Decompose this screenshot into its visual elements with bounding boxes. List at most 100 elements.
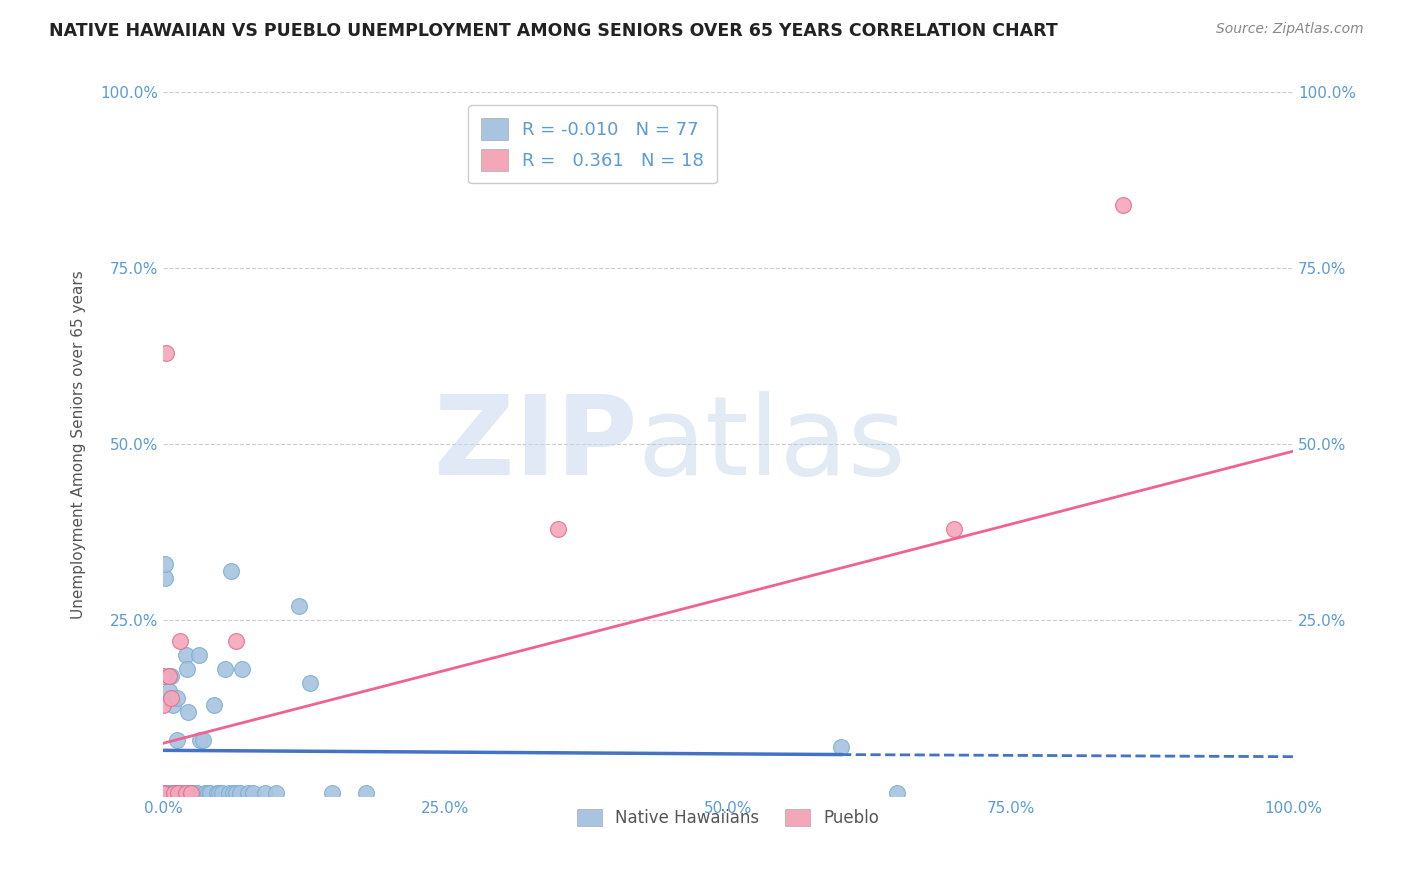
Point (886, 786, 908, 800)
Point (181, 786, 204, 800)
Point (225, 634, 247, 648)
Point (152, 786, 174, 800)
Point (167, 786, 190, 800)
Point (298, 676, 321, 690)
Point (179, 786, 201, 800)
Point (200, 786, 222, 800)
Point (547, 522, 569, 536)
Point (160, 690, 183, 705)
Point (152, 786, 174, 800)
Point (166, 786, 188, 800)
Point (166, 786, 188, 800)
Point (163, 786, 186, 800)
Point (174, 786, 197, 800)
Point (214, 662, 236, 676)
Text: ZIP: ZIP (434, 391, 637, 498)
Point (321, 786, 343, 800)
Point (152, 786, 174, 800)
Point (356, 786, 378, 800)
Point (152, 786, 174, 800)
Point (152, 786, 174, 800)
Point (236, 786, 259, 800)
Point (264, 786, 287, 800)
Point (152, 786, 174, 800)
Point (208, 786, 231, 800)
Point (194, 786, 217, 800)
Point (225, 786, 247, 800)
Text: atlas: atlas (637, 391, 905, 498)
Point (183, 786, 205, 800)
Point (160, 669, 183, 683)
Point (159, 786, 181, 800)
Point (152, 669, 174, 683)
Point (172, 786, 194, 800)
Point (152, 786, 174, 800)
Point (172, 786, 194, 800)
Point (169, 786, 191, 800)
Point (176, 662, 198, 676)
Point (207, 786, 229, 800)
Point (157, 669, 180, 683)
Point (152, 786, 174, 800)
Point (197, 786, 219, 800)
Point (173, 786, 195, 800)
Point (160, 786, 183, 800)
Point (152, 786, 174, 800)
Point (163, 786, 186, 800)
Point (152, 786, 174, 800)
Text: Source: ZipAtlas.com: Source: ZipAtlas.com (1216, 22, 1364, 37)
Point (180, 786, 202, 800)
Point (943, 522, 966, 536)
Point (160, 786, 183, 800)
Point (166, 690, 188, 705)
Point (152, 786, 174, 800)
Point (152, 786, 174, 800)
Point (242, 786, 264, 800)
Point (253, 786, 276, 800)
Point (155, 571, 177, 585)
Y-axis label: Unemployment Among Seniors over 65 years: Unemployment Among Seniors over 65 years (72, 270, 86, 618)
Point (202, 698, 225, 712)
Legend: Native Hawaiians, Pueblo: Native Hawaiians, Pueblo (571, 802, 886, 833)
Point (162, 698, 184, 712)
Point (155, 786, 177, 800)
Point (152, 786, 174, 800)
Point (157, 669, 180, 683)
Point (169, 786, 191, 800)
Point (218, 786, 240, 800)
Point (162, 786, 184, 800)
Point (191, 732, 214, 747)
Point (166, 732, 188, 747)
Point (186, 786, 208, 800)
Point (222, 786, 245, 800)
Point (229, 786, 252, 800)
Point (152, 786, 174, 800)
Point (155, 786, 177, 800)
Point (211, 786, 233, 800)
Point (219, 564, 242, 578)
Point (188, 732, 211, 747)
Point (177, 705, 200, 719)
Point (152, 786, 174, 800)
Point (231, 662, 253, 676)
Point (163, 786, 186, 800)
Point (155, 345, 177, 359)
Point (170, 786, 193, 800)
Point (163, 786, 186, 800)
Point (174, 648, 197, 663)
Point (1112, 198, 1135, 212)
Point (152, 786, 174, 800)
Point (152, 786, 174, 800)
Point (188, 648, 211, 663)
Point (152, 698, 174, 712)
Point (169, 634, 191, 648)
Text: NATIVE HAWAIIAN VS PUEBLO UNEMPLOYMENT AMONG SENIORS OVER 65 YEARS CORRELATION C: NATIVE HAWAIIAN VS PUEBLO UNEMPLOYMENT A… (49, 22, 1057, 40)
Point (160, 786, 183, 800)
Point (165, 786, 187, 800)
Point (152, 786, 174, 800)
Point (830, 739, 852, 754)
Point (155, 557, 177, 571)
Point (157, 683, 180, 698)
Point (287, 599, 309, 613)
Point (180, 786, 202, 800)
